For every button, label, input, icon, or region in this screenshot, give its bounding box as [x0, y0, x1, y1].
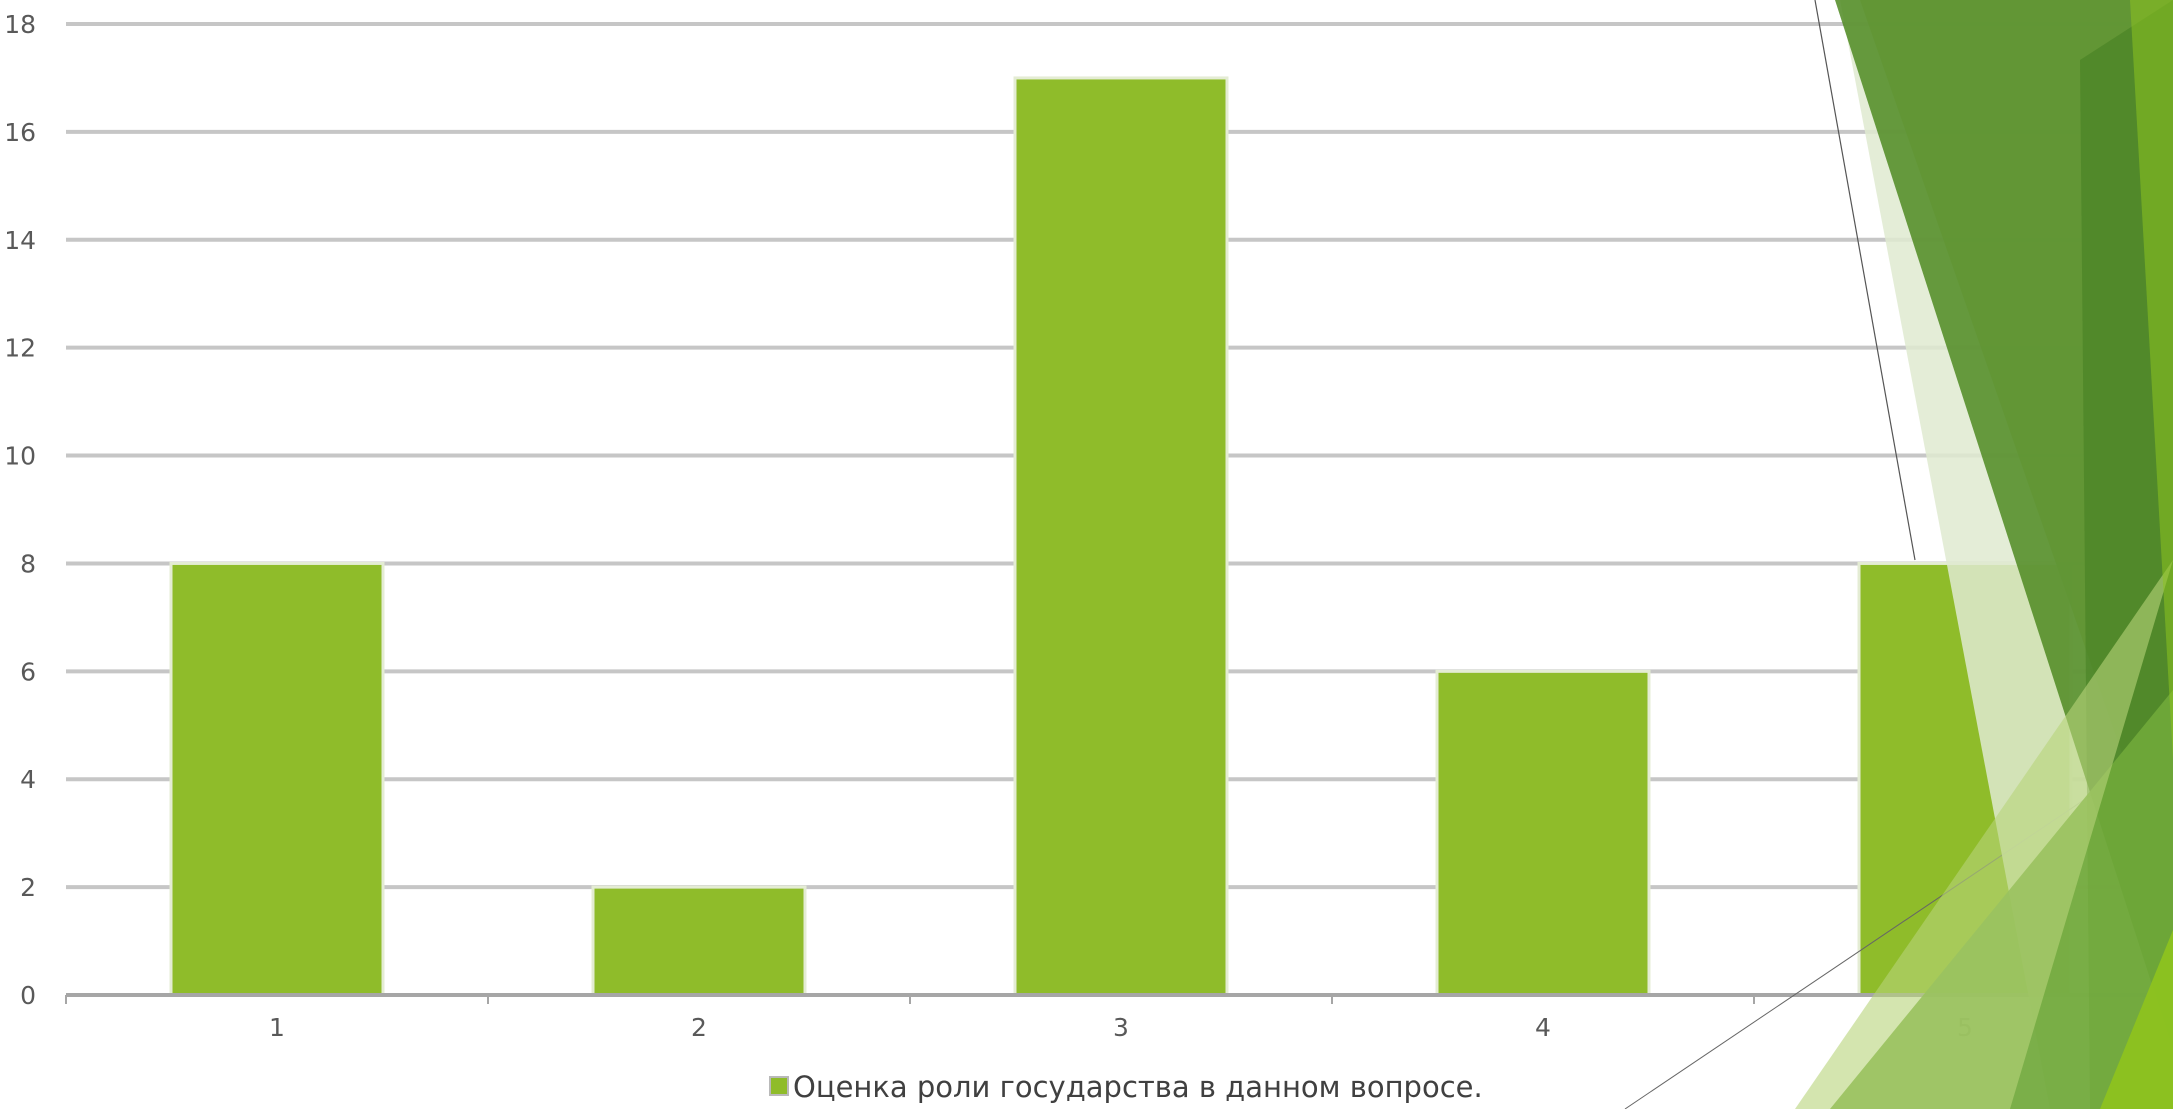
y-tick-label: 8	[20, 549, 36, 578]
y-tick-label: 6	[20, 657, 36, 686]
legend-label: Оценка роли государства в данном вопросе…	[793, 1070, 1483, 1104]
bar-4	[1435, 669, 1651, 997]
x-axis	[65, 993, 2173, 1004]
decor-triangle-lime	[2100, 930, 2173, 1109]
y-tick-label: 16	[4, 118, 36, 147]
x-tick-label: 4	[1535, 1013, 1551, 1042]
decorative-triangles	[1624, 0, 2173, 1109]
x-tick-label: 1	[269, 1013, 285, 1042]
bars	[169, 76, 2073, 997]
x-tick-label: 2	[691, 1013, 707, 1042]
y-tick-label: 10	[4, 442, 36, 471]
decor-triangle-lime-edge	[2130, 0, 2173, 760]
decor-thin-line	[1814, 0, 1916, 561]
x-axis-ticks: 12345	[269, 1013, 1973, 1042]
y-tick-label: 0	[20, 981, 36, 1010]
bar-2	[591, 885, 807, 997]
legend-swatch	[769, 1076, 789, 1096]
decor-triangle-light-2	[1795, 560, 2173, 1109]
bar-1	[169, 561, 385, 997]
y-tick-label: 12	[4, 334, 36, 363]
y-axis-ticks: 0 2 4 6 8 10 12 14 16 18	[4, 10, 36, 1010]
y-tick-label: 14	[4, 226, 36, 255]
y-tick-label: 18	[4, 10, 36, 39]
legend: Оценка роли государства в данном вопросе…	[769, 1070, 1483, 1104]
y-tick-label: 4	[20, 765, 36, 794]
bar-3	[1013, 76, 1229, 997]
y-tick-label: 2	[20, 873, 36, 902]
x-tick-label: 3	[1113, 1013, 1129, 1042]
